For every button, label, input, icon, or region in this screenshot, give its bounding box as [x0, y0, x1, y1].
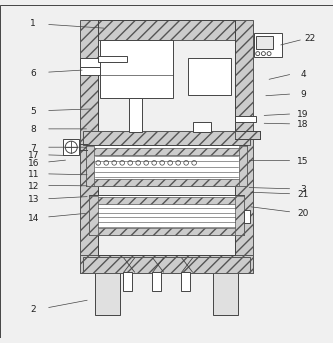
Text: 6: 6: [30, 69, 36, 78]
Bar: [181, 272, 190, 292]
Bar: [63, 139, 79, 155]
Text: 16: 16: [28, 159, 39, 168]
Text: 12: 12: [28, 182, 39, 191]
Bar: [235, 131, 260, 139]
Text: 15: 15: [297, 157, 309, 166]
Text: 18: 18: [297, 120, 309, 129]
Bar: [129, 98, 142, 131]
Bar: [83, 257, 250, 273]
Bar: [89, 196, 98, 235]
Text: 2: 2: [31, 305, 36, 314]
Bar: [235, 196, 244, 235]
Text: 22: 22: [304, 34, 315, 43]
Bar: [80, 58, 105, 67]
Text: 21: 21: [297, 190, 309, 199]
Text: 3: 3: [300, 185, 306, 194]
Bar: [86, 144, 247, 187]
Text: 14: 14: [28, 214, 39, 223]
Bar: [98, 56, 127, 62]
Bar: [100, 40, 173, 98]
Text: 20: 20: [297, 209, 309, 217]
Text: 5: 5: [30, 107, 36, 116]
Bar: [93, 197, 240, 204]
Bar: [83, 131, 250, 145]
Bar: [93, 228, 240, 235]
Text: 7: 7: [30, 144, 36, 153]
Bar: [95, 20, 238, 40]
Bar: [256, 36, 273, 49]
Bar: [213, 268, 238, 315]
Bar: [80, 255, 253, 273]
Bar: [244, 210, 250, 223]
Bar: [80, 20, 98, 273]
Bar: [89, 196, 244, 235]
Bar: [235, 116, 256, 121]
Bar: [95, 268, 120, 315]
Bar: [89, 179, 244, 187]
Bar: [239, 146, 247, 187]
Bar: [188, 58, 231, 95]
Text: 17: 17: [28, 151, 39, 160]
Bar: [80, 67, 100, 75]
Text: 19: 19: [297, 110, 309, 119]
Bar: [123, 272, 132, 292]
Bar: [254, 33, 282, 57]
Text: 13: 13: [28, 195, 39, 204]
Text: 4: 4: [300, 70, 306, 80]
Text: 8: 8: [30, 126, 36, 134]
Text: 1: 1: [30, 19, 36, 28]
Bar: [86, 146, 94, 187]
Text: 11: 11: [28, 170, 39, 179]
Text: 9: 9: [300, 91, 306, 99]
Bar: [235, 20, 253, 273]
Bar: [152, 272, 161, 292]
Bar: [89, 147, 244, 155]
Bar: [193, 122, 211, 132]
